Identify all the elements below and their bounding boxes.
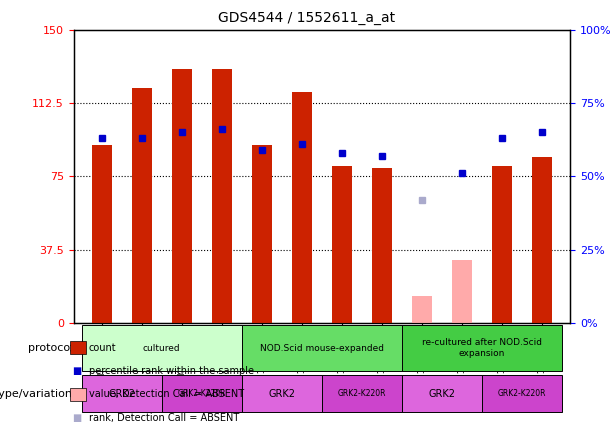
Text: cultured: cultured [143, 343, 180, 353]
FancyBboxPatch shape [162, 375, 242, 412]
Text: re-cultured after NOD.Scid
expansion: re-cultured after NOD.Scid expansion [422, 338, 542, 358]
Bar [332, 167, 352, 323]
Text: value, Detection Call = ABSENT: value, Detection Call = ABSENT [89, 389, 244, 399]
Bar [132, 88, 151, 323]
Bar [532, 157, 552, 323]
Text: count: count [89, 343, 116, 353]
FancyBboxPatch shape [82, 375, 162, 412]
Bar [492, 167, 512, 323]
Text: NOD.Scid mouse-expanded: NOD.Scid mouse-expanded [260, 343, 384, 353]
FancyBboxPatch shape [402, 325, 562, 371]
Text: rank, Detection Call = ABSENT: rank, Detection Call = ABSENT [89, 412, 239, 423]
Text: GRK2-K220R: GRK2-K220R [498, 390, 546, 398]
Text: genotype/variation: genotype/variation [0, 389, 73, 399]
Bar [211, 69, 232, 323]
FancyBboxPatch shape [242, 325, 402, 371]
Text: GRK2: GRK2 [428, 389, 455, 399]
Bar [292, 92, 312, 323]
FancyBboxPatch shape [402, 375, 482, 412]
Bar [452, 260, 472, 323]
FancyBboxPatch shape [482, 375, 562, 412]
FancyBboxPatch shape [82, 325, 242, 371]
Bar [372, 168, 392, 323]
Text: GRK2: GRK2 [108, 389, 135, 399]
Text: protocol: protocol [28, 343, 73, 353]
FancyBboxPatch shape [322, 375, 402, 412]
Text: GDS4544 / 1552611_a_at: GDS4544 / 1552611_a_at [218, 11, 395, 25]
Bar [172, 69, 192, 323]
Text: percentile rank within the sample: percentile rank within the sample [89, 366, 254, 376]
Text: GRK2-K220R: GRK2-K220R [177, 390, 226, 398]
Bar [252, 145, 272, 323]
Bar [412, 296, 432, 323]
FancyBboxPatch shape [242, 375, 322, 412]
Bar [91, 145, 112, 323]
Text: GRK2: GRK2 [268, 389, 295, 399]
Text: GRK2-K220R: GRK2-K220R [338, 390, 386, 398]
Text: ■: ■ [72, 366, 82, 376]
Text: ■: ■ [72, 412, 82, 423]
